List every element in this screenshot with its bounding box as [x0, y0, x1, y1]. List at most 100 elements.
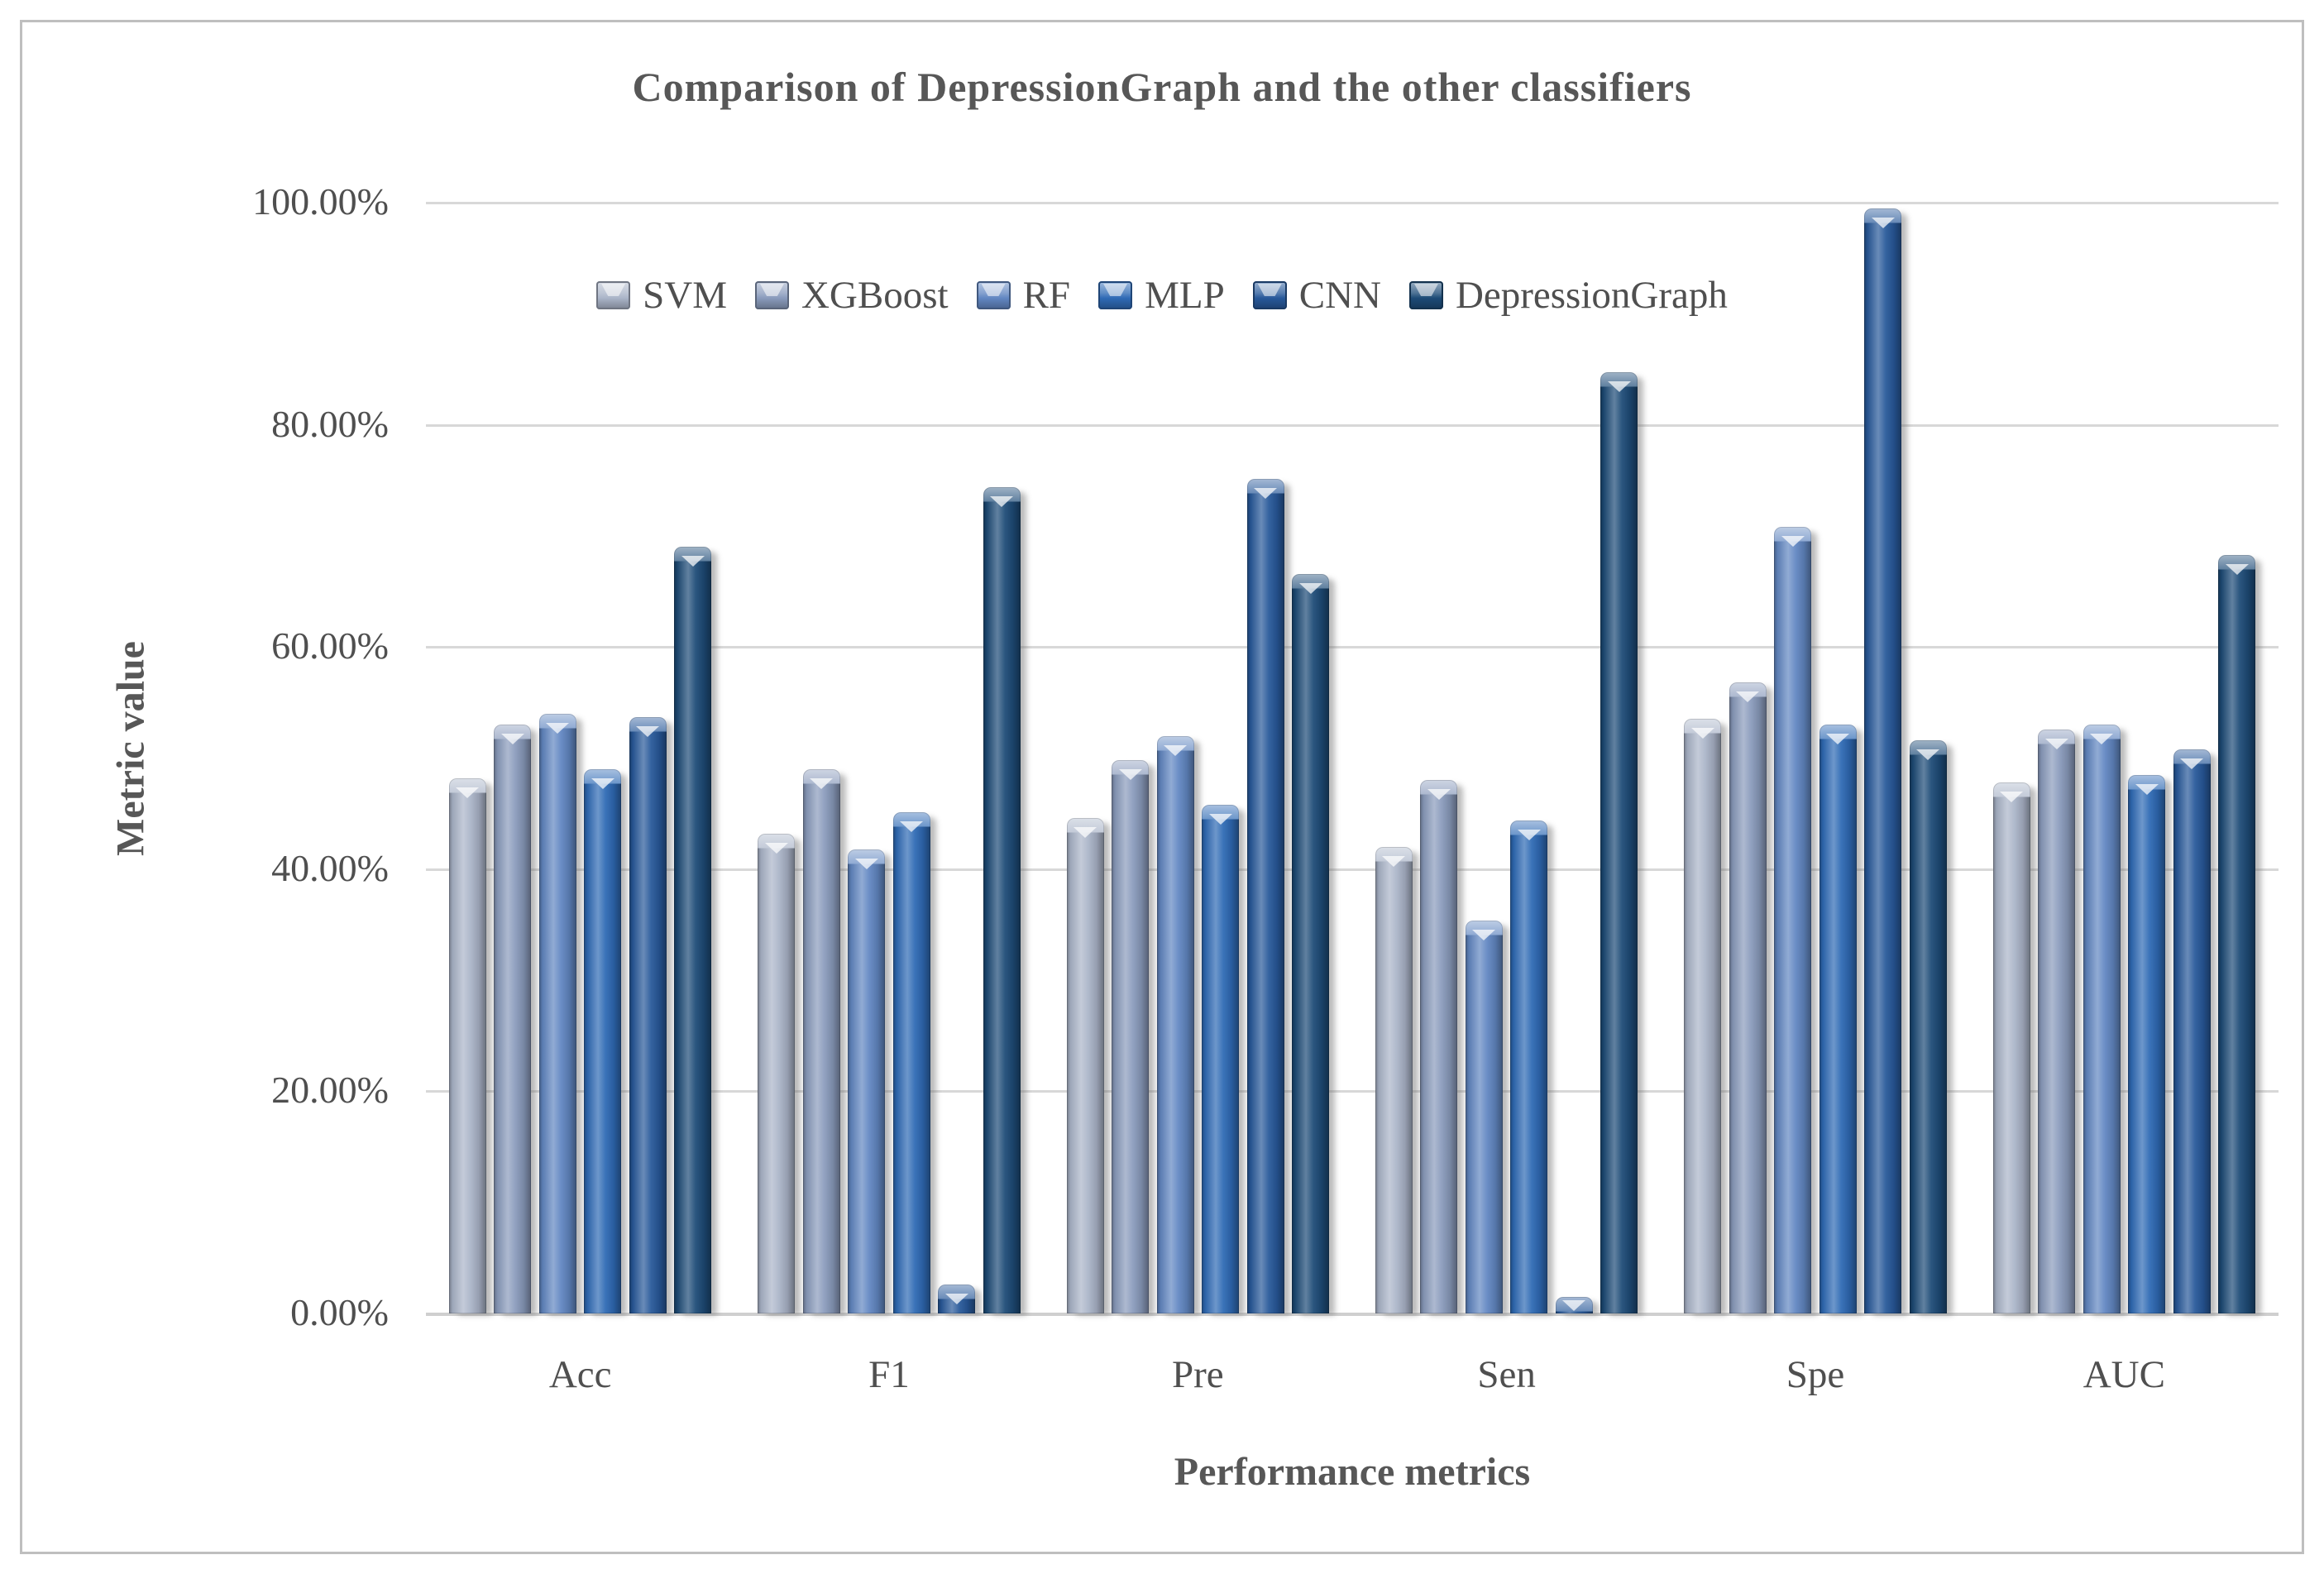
legend-swatch-icon-svm [596, 281, 631, 309]
bar-rf-f1 [848, 849, 886, 1313]
legend-swatch-icon-mlp [1098, 281, 1133, 309]
bar-gloss-highlight [854, 858, 878, 869]
bar-depressiongraph-acc [674, 547, 712, 1313]
bar-gloss-highlight [546, 722, 570, 734]
bar-gloss-highlight [2000, 792, 2024, 803]
x-tick-label-f1: F1 [868, 1353, 910, 1396]
legend-item-svm: SVM [596, 273, 727, 318]
legend-label-mlp: MLP [1145, 274, 1225, 317]
bar-rf-acc [538, 713, 576, 1313]
bar-svm-acc [448, 777, 486, 1313]
gridline [426, 1090, 2279, 1093]
x-tick-label-auc: AUC [2083, 1353, 2165, 1396]
bar-mlp-auc [2128, 774, 2166, 1313]
bar-rf-spe [1774, 527, 1812, 1313]
legend: SVM XGBoost RF MLP CNN DepressionGraph [0, 273, 2324, 318]
bar-gloss-highlight [2090, 734, 2114, 745]
bar-depressiongraph-spe [1909, 740, 1947, 1313]
bar-gloss-highlight [1562, 1299, 1586, 1311]
bar-cnn-sen [1555, 1296, 1593, 1313]
bar-gloss-highlight [1298, 582, 1322, 594]
bar-xgboost-pre [1112, 760, 1150, 1313]
bar-cnn-f1 [938, 1285, 976, 1313]
bar-gloss-highlight [1382, 855, 1406, 867]
y-tick-label-60-00-: 60.00% [271, 624, 389, 667]
bar-depressiongraph-auc [2218, 554, 2256, 1313]
bar-gloss-highlight [1074, 827, 1097, 839]
bar-depressiongraph-sen [1600, 372, 1638, 1313]
bar-gloss-highlight [500, 734, 524, 745]
legend-item-cnn: CNN [1252, 273, 1381, 318]
legend-label-cnn: CNN [1298, 274, 1381, 317]
bar-cnn-acc [629, 716, 667, 1313]
legend-label-rf: RF [1022, 274, 1071, 317]
y-tick-label-40-00-: 40.00% [271, 846, 389, 889]
y-tick-label-0-00-: 0.00% [290, 1291, 389, 1333]
bar-gloss-highlight [1781, 536, 1805, 548]
legend-swatch-gloss [981, 284, 1006, 296]
bar-gloss-highlight [1871, 217, 1895, 228]
legend-label-svm: SVM [643, 274, 727, 317]
bar-gloss-highlight [1472, 929, 1496, 940]
bar-gloss-highlight [2135, 783, 2159, 795]
gridline [426, 646, 2279, 649]
x-axis-title: Performance metrics [1174, 1450, 1531, 1494]
bar-svm-auc [1992, 782, 2030, 1313]
bar-gloss-highlight [990, 495, 1014, 507]
bar-gloss-highlight [1690, 728, 1714, 739]
bar-gloss-highlight [2044, 738, 2068, 749]
bar-gloss-highlight [1254, 488, 1278, 500]
bar-gloss-highlight [1118, 769, 1142, 781]
bar-cnn-pre [1246, 479, 1284, 1313]
legend-swatch-gloss [1413, 284, 1438, 296]
bar-gloss-highlight [1916, 749, 1940, 760]
legend-swatch-gloss [601, 284, 626, 296]
y-tick-label-100-00-: 100.00% [252, 180, 389, 222]
bar-gloss-highlight [1208, 813, 1232, 825]
legend-swatch-icon-rf [976, 281, 1011, 309]
legend-swatch-gloss [1103, 284, 1128, 296]
x-tick-label-acc: Acc [548, 1353, 612, 1396]
bar-svm-sen [1375, 846, 1413, 1313]
x-tick-label-pre: Pre [1171, 1353, 1224, 1396]
bar-gloss-highlight [456, 787, 480, 798]
bar-gloss-highlight [810, 777, 834, 789]
bar-gloss-highlight [1826, 734, 1850, 745]
bar-mlp-pre [1202, 804, 1240, 1313]
bar-gloss-highlight [2225, 563, 2249, 575]
y-tick-label-80-00-: 80.00% [271, 402, 389, 445]
bar-xgboost-spe [1729, 682, 1767, 1313]
bar-gloss-highlight [681, 556, 705, 567]
legend-swatch-icon-xgboost [754, 281, 789, 309]
legend-label-xgboost: XGBoost [801, 274, 949, 317]
bar-gloss-highlight [944, 1294, 968, 1305]
bar-gloss-highlight [2180, 758, 2204, 769]
legend-item-rf: RF [976, 273, 1071, 318]
legend-item-depressiongraph: DepressionGraph [1408, 273, 1728, 318]
legend-swatch-gloss [1257, 284, 1282, 296]
bar-cnn-spe [1864, 208, 1902, 1313]
legend-swatch-icon-depressiongraph [1408, 281, 1443, 309]
bar-depressiongraph-f1 [983, 486, 1021, 1313]
bar-depressiongraph-pre [1292, 573, 1330, 1313]
bar-xgboost-f1 [802, 768, 840, 1313]
y-axis-title: Metric value [108, 641, 153, 856]
legend-item-mlp: MLP [1098, 273, 1225, 318]
bar-gloss-highlight [764, 842, 788, 854]
bar-gloss-highlight [1517, 829, 1541, 840]
chart-title: Comparison of DepressionGraph and the ot… [632, 64, 1692, 110]
bar-xgboost-auc [2038, 729, 2076, 1313]
bar-gloss-highlight [1736, 691, 1760, 703]
bar-svm-pre [1066, 818, 1104, 1313]
bar-cnn-auc [2173, 749, 2211, 1313]
bar-gloss-highlight [1427, 789, 1451, 801]
gridline [426, 202, 2279, 204]
bar-gloss-highlight [591, 777, 614, 789]
x-tick-label-spe: Spe [1786, 1353, 1845, 1396]
x-axis-baseline [426, 1313, 2279, 1316]
bar-gloss-highlight [1164, 744, 1188, 756]
bar-rf-auc [2083, 725, 2121, 1313]
legend-swatch-gloss [759, 284, 784, 296]
bar-mlp-f1 [892, 812, 930, 1313]
bar-xgboost-acc [494, 725, 532, 1313]
